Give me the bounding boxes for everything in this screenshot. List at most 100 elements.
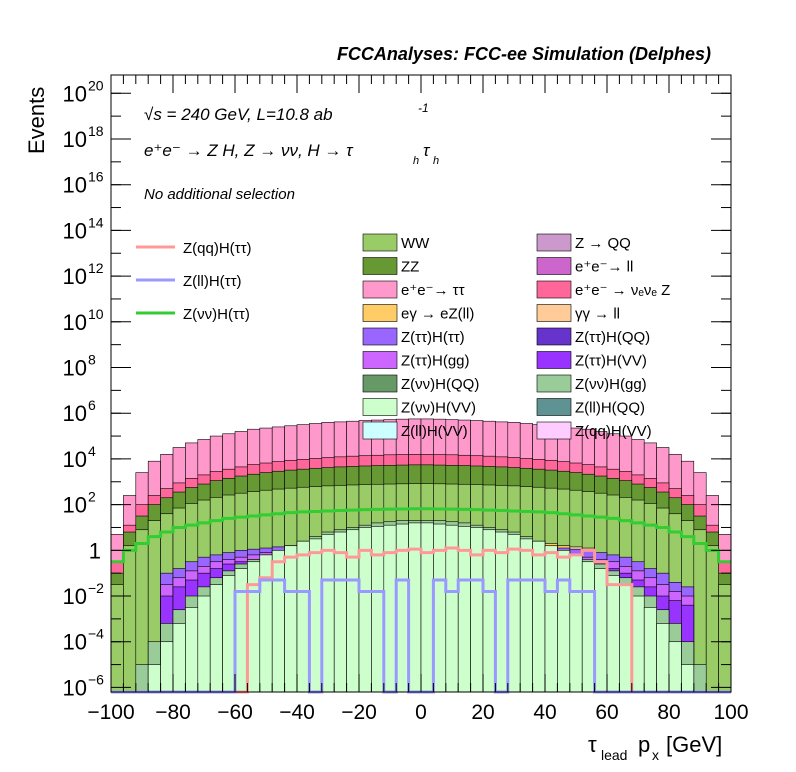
legend-label: e⁺e⁻ → νₑνₑ Z — [575, 282, 670, 299]
component-bar-bin — [557, 550, 571, 693]
y-tick-exponent: 8 — [88, 352, 96, 368]
legend-label: Z(ττ)H(QQ) — [575, 329, 650, 346]
x-tick-label: 20 — [471, 701, 494, 724]
x-tick-label: 100 — [713, 701, 748, 724]
component-bar-bin — [581, 561, 595, 693]
signal-line — [111, 507, 731, 564]
svg-text:[GeV]: [GeV] — [666, 732, 722, 757]
legend-label: Z(νν)H(QQ) — [401, 376, 479, 393]
component-bar-bin — [197, 595, 211, 693]
y-tick-label: 10 — [63, 264, 87, 289]
legend-label: Z → QQ — [575, 235, 631, 252]
x-tick-label: 0 — [415, 701, 427, 724]
chart-title: FCCAnalyses: FCC-ee Simulation (Delphes) — [337, 44, 711, 64]
x-axis-label: τ lead p x [GeV] — [588, 732, 722, 763]
x-tick-label: 80 — [657, 701, 680, 724]
y-tick-label: 10 — [63, 310, 87, 335]
legend-swatch — [362, 398, 398, 416]
legend-swatch — [536, 280, 572, 299]
component-bar-bin — [247, 561, 261, 693]
y-tick-exponent: −4 — [88, 626, 104, 642]
legend-swatch — [362, 327, 398, 346]
y-tick-exponent: 10 — [88, 306, 104, 322]
legend-label: Z(ττ)H(gg) — [401, 353, 470, 370]
legend-label: Z(ll)H(QQ) — [575, 400, 645, 417]
legend-swatch — [362, 374, 398, 393]
y-tick-exponent: 14 — [88, 214, 104, 230]
y-tick-exponent: 20 — [88, 77, 104, 93]
component-bar-bin — [271, 550, 285, 693]
component-bar-bin — [358, 527, 372, 693]
component-bar-bin — [383, 524, 397, 693]
envelope-bar-bin — [705, 545, 719, 693]
legend-label: ZZ — [401, 259, 419, 276]
legend-swatch — [536, 421, 572, 440]
y-tick-label: 1 — [89, 538, 101, 563]
component-bar-bin — [619, 584, 633, 693]
y-tick-label: 10 — [63, 218, 87, 243]
legend-swatch — [536, 233, 572, 252]
y-tick-exponent: 18 — [88, 123, 104, 139]
y-tick-label: 10 — [63, 630, 87, 655]
component-bar-bin — [445, 524, 459, 693]
y-tick-label: 10 — [63, 493, 87, 518]
y-tick-exponent: 4 — [88, 443, 96, 459]
x-tick-label: −40 — [279, 701, 315, 724]
component-bar-bin — [420, 522, 434, 693]
svg-text:-1: -1 — [418, 101, 429, 115]
legend-swatch — [536, 374, 572, 393]
legend-label: Z(ll)H(VV) — [401, 423, 468, 440]
x-tick-label: −100 — [87, 701, 134, 724]
component-bar-bin — [222, 575, 236, 693]
legend-label: Z(qq)H(VV) — [575, 423, 652, 440]
component-bar-bin — [519, 538, 533, 693]
component-bar-bin — [631, 595, 645, 693]
legend-swatch — [362, 304, 398, 322]
y-tick-label: 10 — [63, 675, 87, 700]
y-tick-exponent: 2 — [88, 489, 96, 505]
svg-text:τ: τ — [423, 141, 431, 160]
component-bar-bin — [172, 623, 186, 693]
y-tick-label: 10 — [63, 127, 87, 152]
legend-line-label: Z(ll)H(ττ) — [183, 273, 242, 290]
x-tick-label: −20 — [341, 701, 377, 724]
svg-text:x: x — [652, 747, 659, 763]
x-tick-label: 40 — [533, 701, 556, 724]
svg-text:h: h — [413, 155, 419, 167]
component-bar-bin — [346, 529, 360, 693]
y-tick-label: 10 — [63, 173, 87, 198]
legend-swatch — [362, 233, 398, 252]
component-bar-bin — [544, 545, 558, 693]
y-tick-label: 10 — [63, 356, 87, 381]
y-tick-exponent: 16 — [88, 169, 104, 185]
svg-text:lead: lead — [601, 747, 627, 763]
legend-label: e⁺e⁻→ ττ — [401, 282, 465, 299]
component-bar-bin — [135, 664, 149, 693]
legend-swatch — [536, 398, 572, 416]
y-tick-label: 10 — [63, 401, 87, 426]
legend-swatch — [536, 351, 572, 369]
component-bar-bin — [532, 540, 546, 693]
component-bar-bin — [185, 607, 199, 693]
component-bar-bin — [606, 575, 620, 693]
histogram-bars — [110, 418, 732, 693]
legend-label: Z(ττ)H(VV) — [575, 353, 647, 370]
y-tick-label: 10 — [63, 584, 87, 609]
legend-label: eγ → eZ(ll) — [401, 306, 474, 323]
legend-line-label: Z(qq)H(ττ) — [183, 240, 252, 257]
legend-swatch — [362, 280, 398, 299]
x-tick-label: −80 — [155, 701, 191, 724]
y-tick-label: 10 — [63, 447, 87, 472]
legend-label: WW — [401, 235, 430, 252]
component-bar-bin — [693, 664, 707, 693]
annotation-process: e⁺e⁻ → Z H, Z → νν, H → τ h τ h — [144, 141, 439, 167]
component-bar-bin — [668, 641, 682, 693]
legend-label: Z(νν)H(gg) — [575, 376, 647, 393]
component-bar-bin — [333, 531, 347, 693]
component-bar-bin — [470, 527, 484, 693]
y-tick-exponent: 6 — [88, 397, 96, 413]
envelope-bar-bin — [718, 584, 732, 693]
component-bar-bin — [569, 554, 583, 693]
